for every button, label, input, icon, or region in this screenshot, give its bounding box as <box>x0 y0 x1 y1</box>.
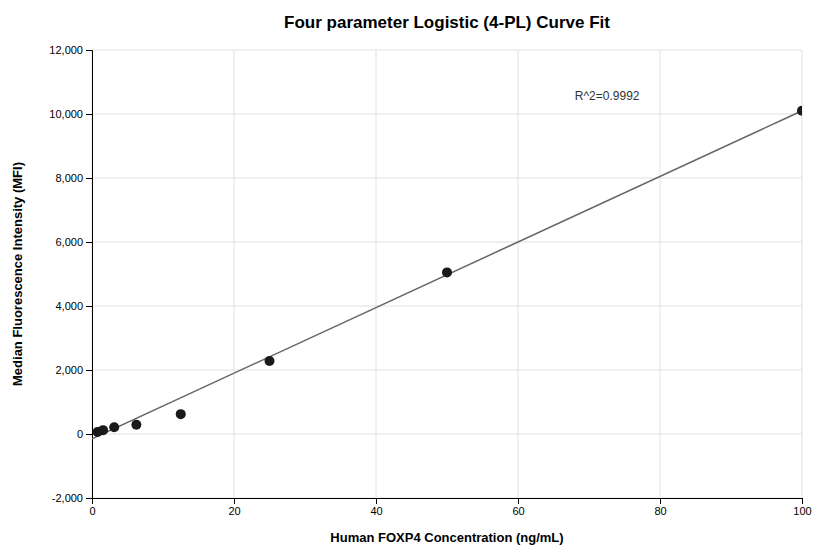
x-tick-label: 20 <box>228 505 240 517</box>
y-tick: -2,000 <box>52 492 92 504</box>
y-tick-label: -2,000 <box>52 492 83 504</box>
grid-line <box>92 242 802 243</box>
x-tick: 40 <box>370 498 382 517</box>
y-tick-mark <box>86 498 92 499</box>
y-tick-label: 10,000 <box>49 108 83 120</box>
y-tick: 12,000 <box>49 44 92 56</box>
chart: 0 20 40 60 80 100 -2,000 0 2,000 4,000 6,000 8,000 1… <box>0 0 832 560</box>
y-tick-mark <box>86 50 92 51</box>
x-axis: 0 20 40 60 80 100 <box>89 498 811 517</box>
x-tick: 0 <box>89 498 95 517</box>
grid-line <box>92 114 802 115</box>
scatter-point <box>442 267 452 277</box>
y-tick-mark <box>86 434 92 435</box>
grid-line <box>92 306 802 307</box>
grid-line <box>518 50 519 498</box>
y-axis: -2,000 0 2,000 4,000 6,000 8,000 10,000 12,000 <box>49 44 92 504</box>
x-tick-mark <box>234 498 235 504</box>
y-tick-label: 0 <box>77 428 83 440</box>
y-tick-mark <box>86 242 92 243</box>
scatter-point <box>98 425 108 435</box>
x-tick: 60 <box>512 498 524 517</box>
y-tick-label: 8,000 <box>55 172 83 184</box>
scatter-series <box>93 106 802 437</box>
y-axis-title: Median Fluorescence Intensity (MFI) <box>10 162 25 386</box>
fit-line <box>92 111 802 439</box>
x-tick: 100 <box>793 498 811 517</box>
grid-line <box>802 50 803 498</box>
x-tick-label: 80 <box>654 505 666 517</box>
y-axis-line <box>86 51 93 499</box>
grid-line <box>92 434 802 435</box>
annotation: R^2=0.9992 <box>575 89 640 103</box>
y-tick-mark <box>86 178 92 179</box>
title: Four parameter Logistic (4-PL) Curve Fit <box>284 13 610 32</box>
x-tick-mark <box>802 498 803 504</box>
x-tick-label: 40 <box>370 505 382 517</box>
scatter-point <box>131 420 141 430</box>
x-tick-mark <box>518 498 519 504</box>
x-axis-line <box>93 499 803 505</box>
y-tick: 0 <box>77 428 92 440</box>
y-tick: 8,000 <box>55 172 92 184</box>
x-tick-label: 60 <box>512 505 524 517</box>
grid-line <box>92 50 802 51</box>
grid-line <box>660 50 661 498</box>
y-tick-mark <box>86 370 92 371</box>
grid-line <box>376 50 377 498</box>
y-tick: 4,000 <box>55 300 92 312</box>
x-tick: 80 <box>654 498 666 517</box>
plot-area <box>92 106 802 439</box>
x-tick: 20 <box>228 498 240 517</box>
grid <box>92 50 802 498</box>
y-tick-mark <box>86 114 92 115</box>
scatter-point <box>176 409 186 419</box>
x-axis-title: Human FOXP4 Concentration (ng/mL) <box>330 530 563 545</box>
x-tick-label: 100 <box>793 505 811 517</box>
grid-line <box>234 50 235 498</box>
x-tick-label: 0 <box>89 505 95 517</box>
y-tick-label: 4,000 <box>55 300 83 312</box>
grid-line <box>92 370 802 371</box>
x-tick-mark <box>660 498 661 504</box>
scatter-point <box>797 106 802 116</box>
y-tick: 2,000 <box>55 364 92 376</box>
scatter-point <box>265 356 275 366</box>
y-tick-label: 12,000 <box>49 44 83 56</box>
y-tick-label: 2,000 <box>55 364 83 376</box>
y-tick: 10,000 <box>49 108 92 120</box>
y-tick: 6,000 <box>55 236 92 248</box>
x-tick-mark <box>376 498 377 504</box>
y-tick-label: 6,000 <box>55 236 83 248</box>
y-tick-mark <box>86 306 92 307</box>
grid-line <box>92 178 802 179</box>
scatter-point <box>109 422 119 432</box>
